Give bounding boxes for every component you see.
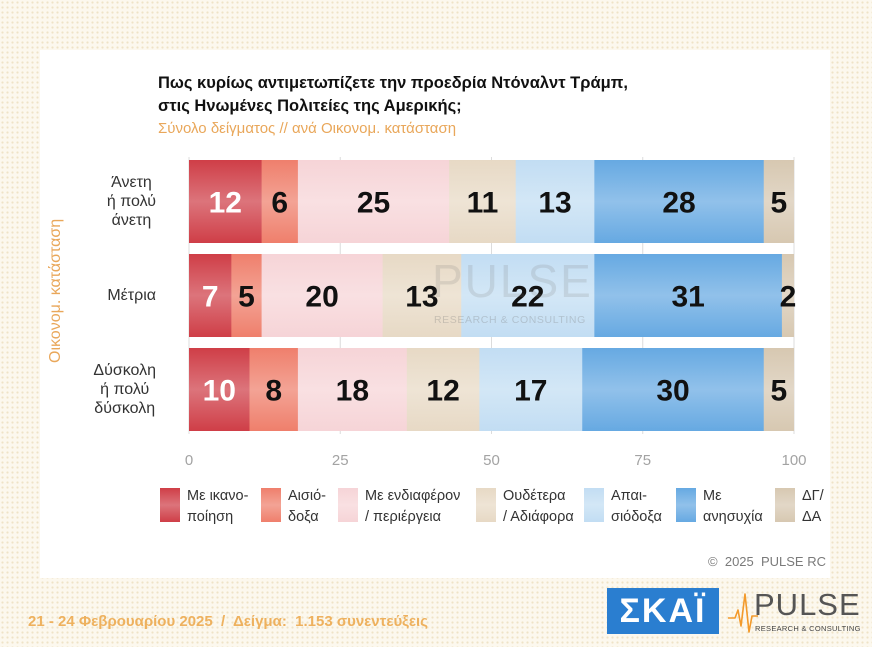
legend-item: Με ικανο- ποίηση (160, 486, 248, 528)
heartbeat-icon (728, 593, 758, 633)
bar-row: 12 6 25 11 13 28 5 (189, 160, 794, 243)
legend-label: Αισιό- δοξα (288, 488, 326, 525)
bar-value-label: 25 (357, 186, 390, 219)
bar-value-label: 28 (662, 186, 695, 219)
category-label-difficult: Δύσκολη ή πολύ δύσκολη (56, 348, 156, 431)
legend-item: Με ενδιαφέρον / περιέργεια (338, 486, 460, 528)
bar-value-label: 22 (511, 280, 544, 313)
legend-item: Ουδέτερα / Αδιάφορα (476, 486, 574, 528)
legend-item: Απαι- σιόδοξα (584, 486, 662, 528)
legend-label: Ουδέτερα / Αδιάφορα (503, 488, 574, 525)
legend-swatch (676, 488, 696, 522)
bar-segment (189, 160, 263, 243)
bar-value-label: 6 (271, 186, 288, 219)
bar-row: 10 8 18 12 17 30 5 (189, 348, 794, 431)
survey-footer: 21 - 24 Φεβρουαρίου 2025 / Δείγμα: 1.153… (28, 613, 428, 630)
bar-value-label: 13 (405, 280, 438, 313)
bar-value-label: 12 (209, 186, 242, 219)
bar-segment (297, 348, 408, 431)
category-label-comfortable: Άνετη ή πολύ άνετη (56, 160, 156, 243)
bar-value-label: 18 (336, 374, 369, 407)
bar-segment (461, 254, 595, 337)
bar-segment (781, 254, 794, 337)
category-label-text: Μέτρια (107, 287, 156, 304)
bar-segment (594, 160, 765, 243)
legend-label: ΔΓ/ ΔΑ (802, 488, 824, 525)
bar-value-label: 2 (780, 280, 797, 313)
bar-value-label: 11 (467, 186, 499, 219)
bar-value-label: 5 (771, 374, 788, 407)
legend-item: Με ανησυχία (676, 486, 763, 528)
bar-value-label: 17 (514, 374, 547, 407)
bar-value-label: 10 (203, 374, 236, 407)
legend-swatch (584, 488, 604, 522)
legend-swatch (338, 488, 358, 522)
pulse-logo: PULSE RESEARCH & CONSULTING (728, 586, 862, 636)
legend-item: Αισιό- δοξα (261, 486, 326, 528)
legend-swatch (261, 488, 281, 522)
bar-segment (189, 348, 250, 431)
chart-title: Πως κυρίως αντιμετωπίζετε την προεδρία Ν… (158, 74, 628, 115)
bar-row: 7 5 20 13 22 31 2 (189, 254, 796, 337)
legend-swatch (775, 488, 795, 522)
bar-value-label: 7 (202, 280, 219, 313)
x-tick-label: 75 (634, 452, 651, 469)
bar-segment (582, 348, 765, 431)
bar-segment (406, 348, 480, 431)
bar-value-label: 12 (426, 374, 459, 407)
pulse-logo-word: PULSE (754, 587, 861, 622)
legend-item: ΔΓ/ ΔΑ (775, 486, 824, 528)
bar-value-label: 20 (305, 280, 338, 313)
category-label-moderate: Μέτρια (56, 254, 156, 337)
category-label-text: Άνετη ή πολύ άνετη (106, 174, 156, 229)
bar-value-label: 31 (671, 280, 704, 313)
skai-logo: ΣΚΑΪ (607, 588, 719, 634)
legend-swatch (160, 488, 180, 522)
bar-value-label: 5 (771, 186, 788, 219)
legend-label: Απαι- σιόδοξα (611, 488, 662, 525)
bar-segment (515, 160, 595, 243)
x-tick-label: 100 (781, 452, 806, 469)
legend-label: Με ενδιαφέρον / περιέργεια (365, 488, 461, 525)
copyright-notice: © 2025 PULSE RC (708, 554, 826, 569)
bar-segment (763, 160, 794, 243)
x-tick-label: 50 (483, 452, 500, 469)
legend-swatch (476, 488, 496, 522)
legend-label: Με ανησυχία (703, 488, 763, 525)
bar-value-label: 13 (538, 186, 571, 219)
category-label-text: Δύσκολη ή πολύ δύσκολη (93, 362, 156, 417)
bar-segment (249, 348, 299, 431)
pulse-logo-tagline: RESEARCH & CONSULTING (755, 624, 861, 633)
bar-segment (594, 254, 783, 337)
bar-segment (479, 348, 583, 431)
x-tick-label: 25 (332, 452, 349, 469)
bar-segment (189, 254, 232, 337)
bar-value-label: 30 (656, 374, 689, 407)
bar-segment (449, 160, 517, 243)
x-tick-label: 0 (185, 452, 193, 469)
legend-label: Με ικανο- ποίηση (187, 488, 249, 525)
bar-segment (297, 160, 450, 243)
bar-segment (261, 160, 299, 243)
bar-segment (763, 348, 794, 431)
bar-value-label: 5 (238, 280, 255, 313)
chart-subtitle: Σύνολο δείγματος // ανά Οικονομ. κατάστα… (158, 120, 457, 137)
bar-segment (231, 254, 263, 337)
bar-segment (261, 254, 384, 337)
bar-value-label: 8 (265, 374, 282, 407)
bar-segment (382, 254, 462, 337)
